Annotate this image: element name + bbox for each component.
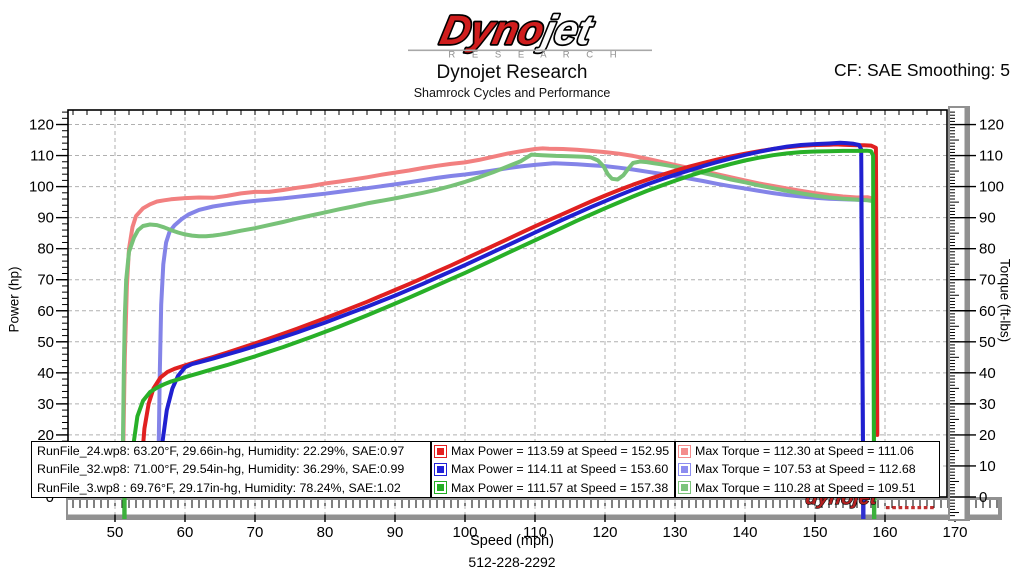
- torque-swatch-blue: [678, 463, 691, 476]
- legend-torque-row: Max Torque = 107.53 at Speed = 112.68: [678, 461, 939, 479]
- dynojet-logo: Dynojet R E S E A R C H: [350, 4, 670, 62]
- power-tick-label: 80: [37, 241, 54, 258]
- x-tick-label: 130: [662, 524, 687, 541]
- torque-run32-curve: [156, 161, 866, 497]
- power-run24-curve: [138, 142, 880, 484]
- x-tick-label: 80: [317, 524, 334, 541]
- torque-tick-label: 0: [979, 489, 987, 506]
- power-run32-curve: [157, 140, 866, 497]
- x-tick-label: 110: [523, 524, 547, 541]
- x-tick-label: 100: [452, 524, 477, 541]
- run-curves: [120, 140, 880, 497]
- max-torque-text: Max Torque = 107.53 at Speed = 112.68: [695, 462, 916, 477]
- torque-tick-label: 20: [979, 427, 996, 444]
- right-torque-ruler: 0 10 20 30 40 50 60 70 80 90 100 110 120: [948, 106, 1004, 521]
- power-axis-title: Power (hp): [6, 266, 22, 333]
- legend-run-files: RunFile_24.wp8: 63.20°F, 29.66in-hg, Hum…: [31, 441, 431, 498]
- legend-max-power: Max Power = 113.59 at Speed = 152.95 Max…: [431, 441, 675, 498]
- x-tick-label: 90: [387, 524, 404, 541]
- max-power-text: Max Power = 114.11 at Speed = 153.60: [451, 462, 669, 477]
- shop-name: Shamrock Cycles and Performance: [413, 86, 611, 100]
- torque-tick-label: 50: [979, 334, 996, 351]
- torque-tick-label: 60: [979, 303, 996, 320]
- shop-phone-number: 512-228-2292: [468, 554, 556, 570]
- power-swatch-blue: [434, 463, 447, 476]
- torque-tick-label: 40: [979, 365, 996, 382]
- legend-run-row: RunFile_32.wp8: 71.00°F, 29.54in-hg, Hum…: [37, 461, 430, 479]
- power-tick-label: 50: [37, 334, 54, 351]
- top-axis-ticks: [72, 110, 942, 115]
- torque-tick-label: 10: [979, 458, 996, 475]
- legend-power-row: Max Power = 111.57 at Speed = 157.38: [434, 479, 674, 497]
- legend-torque-row: Max Torque = 112.30 at Speed = 111.06: [678, 442, 939, 460]
- x-tick-label: 120: [592, 524, 617, 541]
- legend-torque-row: Max Torque = 110.28 at Speed = 109.51: [678, 479, 939, 497]
- max-torque-text: Max Torque = 110.28 at Speed = 109.51: [695, 480, 916, 495]
- run-info-text: RunFile_24.wp8: 63.20°F, 29.66in-hg, Hum…: [37, 444, 405, 459]
- x-tick-label: 160: [872, 524, 897, 541]
- torque-tick-label: 100: [979, 179, 1004, 196]
- torque-tick-label: 120: [979, 117, 1004, 134]
- legend-power-row: Max Power = 114.11 at Speed = 153.60: [434, 461, 674, 479]
- x-tick-label: 60: [177, 524, 194, 541]
- power-tick-label: 110: [30, 148, 54, 165]
- power-tick-label: 120: [29, 117, 54, 134]
- power-tick-label: 90: [37, 210, 54, 227]
- speed-axis-title: Speed (mph): [470, 533, 554, 549]
- torque-tick-label: 90: [979, 210, 996, 227]
- x-tick-label: 70: [247, 524, 264, 541]
- torque-tick-label: 70: [979, 272, 996, 289]
- torque-tick-label: 110: [979, 148, 1003, 165]
- legend-power-row: Max Power = 113.59 at Speed = 152.95: [434, 442, 674, 460]
- power-tick-label: 60: [37, 303, 54, 320]
- torque-run3-curve: [120, 152, 877, 497]
- power-tick-label: 30: [37, 396, 54, 413]
- power-tick-label: 70: [37, 272, 54, 289]
- x-tick-label: 140: [732, 524, 757, 541]
- torque-swatch-red: [678, 444, 691, 458]
- logo-wordmark: Dynojet: [436, 6, 598, 52]
- torque-tick-label: 80: [979, 241, 996, 258]
- max-torque-text: Max Torque = 112.30 at Speed = 111.06: [695, 444, 914, 459]
- max-power-text: Max Power = 111.57 at Speed = 157.38: [451, 480, 669, 495]
- power-tick-label: 40: [37, 365, 54, 382]
- run-info-text: RunFile_3.wp8 : 69.76°F, 29.17in-hg, Hum…: [37, 480, 401, 495]
- power-tick-label: 20: [37, 427, 54, 444]
- dynojet-logo-icon: Dynojet R E S E A R C H: [408, 5, 652, 61]
- run-info-text: RunFile_32.wp8: 71.00°F, 29.54in-hg, Hum…: [37, 462, 405, 477]
- legend-run-row: RunFile_24.wp8: 63.20°F, 29.66in-hg, Hum…: [37, 442, 430, 460]
- legend-max-torque: Max Torque = 112.30 at Speed = 111.06 Ma…: [675, 441, 940, 498]
- max-power-text: Max Power = 113.59 at Speed = 152.95: [451, 444, 670, 459]
- power-swatch-red: [434, 444, 447, 458]
- x-tick-label: 170: [942, 524, 967, 541]
- x-tick-label: 150: [802, 524, 827, 541]
- power-run3-curve: [128, 148, 877, 497]
- x-tick-label: 50: [107, 524, 124, 541]
- report-title: Dynojet Research: [436, 62, 588, 83]
- torque-axis-title: Torque (ft-lbs): [997, 258, 1013, 343]
- power-tick-label: 100: [29, 179, 54, 196]
- bottom-speed-ruler: 50 60 70 80 90 100 110 120 130 140 150 160 170: [66, 497, 1002, 541]
- power-swatch-green: [434, 481, 447, 495]
- legend-run-row: RunFile_3.wp8 : 69.76°F, 29.17in-hg, Hum…: [37, 479, 430, 497]
- torque-swatch-green: [678, 481, 691, 495]
- run-end-marks: [122, 497, 877, 519]
- logo-research-text: R E S E A R C H: [448, 50, 623, 61]
- correction-smoothing-label: CF: SAE Smoothing: 5: [833, 60, 1010, 80]
- logo-rule: [408, 49, 652, 52]
- torque-tick-label: 30: [979, 396, 996, 413]
